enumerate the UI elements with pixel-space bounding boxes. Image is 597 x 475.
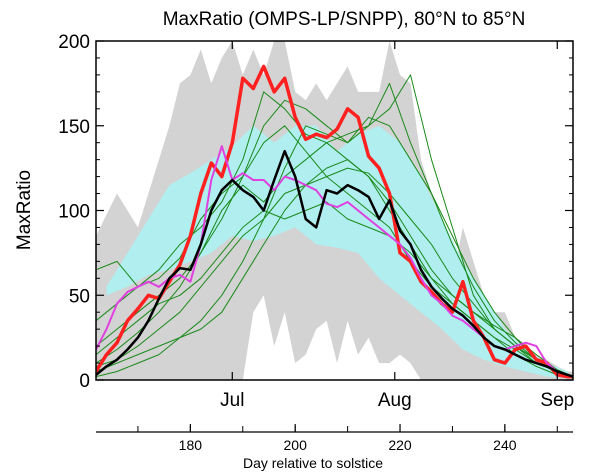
series-line-3 <box>96 99 573 378</box>
month-tick-label: Sep <box>540 390 574 411</box>
y-tick-label: 200 <box>58 32 90 53</box>
y-axis: 0 50 100 150 200 <box>58 32 573 392</box>
y-axis-label: MaxRatio <box>14 170 35 250</box>
series-line-8 <box>96 201 573 379</box>
month-tick-label: Aug <box>378 390 412 411</box>
day-tick-label: 220 <box>388 437 412 453</box>
day-tick-label: 200 <box>284 437 308 453</box>
series-line-9 <box>96 159 573 378</box>
y-tick-label: 150 <box>58 117 90 138</box>
day-tick-label: 240 <box>493 437 517 453</box>
bands-layer <box>96 41 573 380</box>
x-axis-days: 180 200 220 240 <box>137 424 558 453</box>
y-tick-label: 50 <box>69 286 90 307</box>
x-axis-label: Day relative to solstice <box>243 455 383 471</box>
y-tick-label: 0 <box>79 371 90 392</box>
x-axis-months: Jul Aug Sep <box>220 41 574 411</box>
series-layer <box>96 64 573 379</box>
chart-title: MaxRatio (OMPS-LP/SNPP), 80°N to 85°N <box>163 9 526 30</box>
series-line-10 <box>96 82 573 379</box>
series-line-5 <box>96 125 573 378</box>
y-tick-label: 100 <box>58 202 90 223</box>
month-tick-label: Jul <box>220 390 244 411</box>
series-line-7 <box>96 167 573 378</box>
series-line-2 <box>96 149 573 378</box>
day-tick-label: 180 <box>179 437 203 453</box>
